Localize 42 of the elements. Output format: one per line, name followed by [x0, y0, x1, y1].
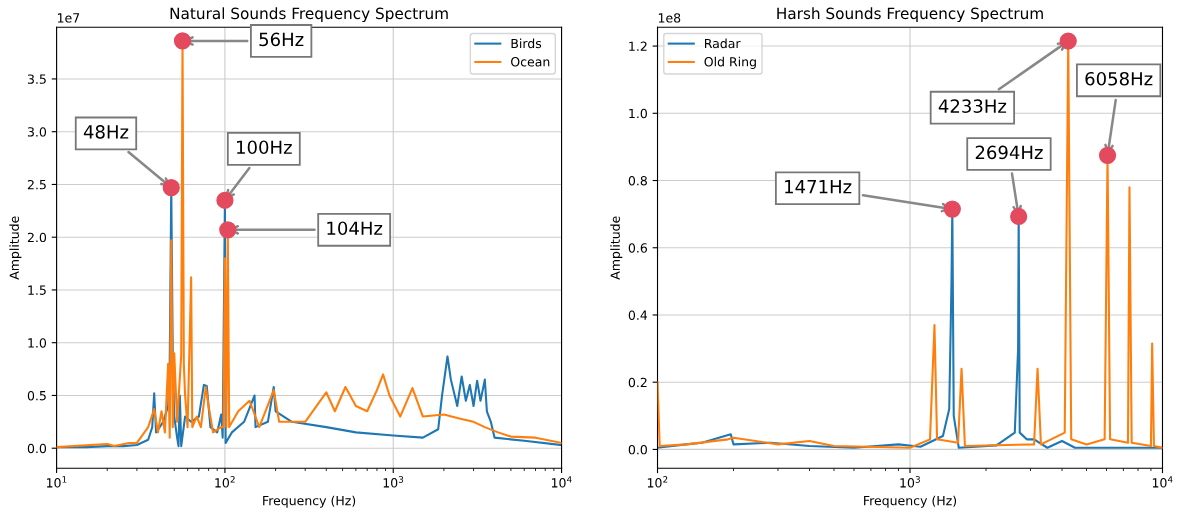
annotation: 1471Hz — [785, 180, 852, 194]
y-tick-label: 2.0 — [27, 232, 47, 243]
x-tick-label: 10$^{2}$ — [215, 476, 235, 488]
y-axis-title: Amplitude — [610, 216, 623, 280]
annotation: 48Hz — [83, 125, 129, 139]
x-tick-label: 10$^{2}$ — [647, 476, 668, 488]
x-tick-label: 10$^{3}$ — [900, 476, 920, 488]
y-tick-label: 1.5 — [28, 285, 46, 295]
legend-label: Ocean — [511, 57, 550, 67]
annotation: 6058Hz — [1085, 71, 1153, 86]
x-tick-label: 10$^{1}$ — [46, 476, 67, 488]
x-axis-title: Frequency (Hz) — [864, 495, 957, 508]
y-tick-label: 1.0 — [28, 338, 47, 348]
y-tick-label: 2.5 — [27, 179, 46, 190]
y-tick-label: 0.6 — [628, 243, 648, 253]
y-axis-title: Amplitude — [9, 216, 22, 280]
annotation: 104Hz — [327, 221, 383, 236]
y-tick-label: 1.2 — [629, 41, 647, 51]
y-tick-label: 0.2 — [628, 377, 647, 388]
y-tick-label: 1.0 — [629, 108, 647, 119]
y-tick-label: 0.0 — [27, 443, 47, 454]
annotation: 100Hz — [237, 140, 292, 155]
x-tick-label: 10$^{4}$ — [551, 476, 572, 488]
chart-title: Natural Sounds Frequency Spectrum — [170, 7, 448, 23]
y-tick-label: 0.8 — [628, 175, 647, 186]
y-tick-label: 3.0 — [27, 127, 47, 137]
text: 1e8 — [658, 13, 681, 23]
legend-label: Birds — [511, 38, 542, 49]
legend-label: Old Ring — [704, 56, 756, 69]
chart-title: Harsh Sounds Frequency Spectrum — [777, 7, 1043, 23]
text: 1e7 — [57, 13, 80, 23]
x-tick-label: 10$^{4}$ — [1152, 476, 1173, 488]
legend-label: Radar — [704, 38, 741, 49]
x-axis-title: Frequency (Hz) — [263, 495, 356, 508]
y-tick-label: 0.4 — [628, 310, 648, 320]
annotation: 4233Hz — [938, 99, 1007, 113]
y-tick-label: 0.0 — [628, 444, 647, 455]
x-tick-label: 10$^{3}$ — [383, 476, 404, 488]
y-tick-label: 0.5 — [27, 390, 46, 401]
annotation: 56Hz — [259, 32, 304, 47]
annotation: 2694Hz — [975, 145, 1043, 160]
y-tick-label: 3.5 — [27, 74, 46, 84]
